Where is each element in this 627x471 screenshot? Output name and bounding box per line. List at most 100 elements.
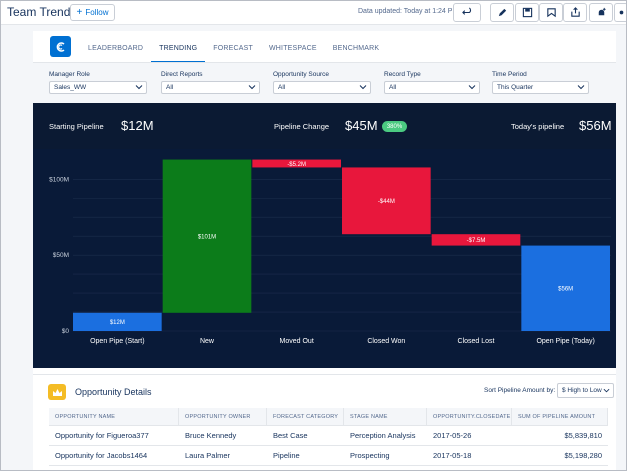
waterfall-bar[interactable]	[431, 234, 521, 246]
table-row[interactable]: Opportunity for Jacobs1464 Laura Palmer …	[49, 446, 608, 466]
waterfall-bar[interactable]	[73, 312, 162, 331]
waterfall-bar[interactable]	[252, 159, 341, 168]
sort-select[interactable]: $ High to Low	[557, 383, 614, 398]
todays-pipeline-value: $56M	[579, 118, 612, 133]
undo-button[interactable]	[453, 3, 481, 22]
follow-button[interactable]: + Follow	[70, 4, 115, 21]
direct-reports-select[interactable]: All	[161, 81, 260, 94]
waterfall-bar[interactable]	[162, 159, 252, 313]
opportunity-name-cell: Opportunity for Jacobs1464	[55, 451, 148, 460]
stage-name-cell: Prospecting	[350, 451, 390, 460]
bar-data-label: $12M	[110, 320, 125, 326]
record-type-select[interactable]: All	[384, 81, 480, 94]
filter-record-type: Record Type All	[384, 71, 480, 94]
todays-pipeline-label: Today's pipeline	[511, 122, 565, 131]
tab-leaderboard[interactable]: LEADERBOARD	[88, 45, 144, 52]
filter-value: Sales_WW	[54, 84, 87, 91]
follow-label: Follow	[85, 8, 109, 17]
y-tick-label: $50M	[53, 252, 69, 259]
save-button[interactable]	[515, 3, 539, 22]
close-date-cell: 2017-05-26	[433, 431, 472, 440]
category-label: Open Pipe (Start)	[90, 338, 144, 345]
opportunity-name-cell: Opportunity for Figueroa377	[55, 431, 149, 440]
filter-label: Record Type	[384, 71, 421, 78]
dashboard-card: LEADERBOARD TRENDING FORECAST WHITESPACE…	[33, 31, 616, 470]
bar-data-label: $101M	[198, 234, 216, 240]
column-header[interactable]: OPPORTUNITY.CLOSEDATE	[427, 407, 512, 426]
owner-cell: Laura Palmer	[185, 451, 231, 460]
table-row[interactable]: Opportunity for Figueroa377 Bruce Kenned…	[49, 426, 608, 446]
forecast-category-cell: Best Case	[273, 431, 308, 440]
bar-data-label: -$5.2M	[287, 162, 306, 168]
share-button[interactable]	[563, 3, 587, 22]
starting-pipeline-label: Starting Pipeline	[49, 122, 104, 131]
filter-bar: Manager Role Sales_WW Direct Reports All…	[33, 63, 616, 103]
filter-opportunity-source: Opportunity Source All	[273, 71, 371, 94]
share-icon	[570, 7, 580, 17]
category-label: Open Pipe (Today)	[536, 338, 594, 345]
data-updated-text: Data updated: Today at 1:24 PM	[358, 8, 459, 15]
pipeline-change-label: Pipeline Change	[274, 122, 330, 131]
waterfall-chart-svg: $0 $50M $100M $12M Open Pipe (Start) $101M New…	[49, 159, 611, 345]
opportunity-source-select[interactable]: All	[273, 81, 371, 94]
y-tick-label: $100M	[49, 176, 69, 183]
sort-value: $ High to Low	[562, 387, 602, 394]
more-button[interactable]	[614, 3, 626, 22]
page-title: Team Trending	[7, 5, 87, 19]
tab-trending[interactable]: TRENDING	[151, 39, 206, 63]
save-icon	[522, 7, 532, 18]
crown-icon	[48, 384, 66, 400]
waterfall-bar[interactable]	[521, 245, 610, 331]
chevron-down-icon	[359, 85, 367, 90]
close-date-cell: 2017-05-18	[433, 451, 472, 460]
stage-name-cell: Perception Analysis	[350, 431, 416, 440]
filter-label: Direct Reports	[161, 71, 203, 78]
waterfall-bar[interactable]	[342, 167, 431, 235]
column-header[interactable]: OPPORTUNITY OWNER	[179, 407, 267, 426]
opportunity-details-header: Opportunity Details Sort Pipeline Amount…	[33, 374, 616, 407]
chevron-down-icon	[603, 388, 610, 393]
filter-label: Manager Role	[49, 71, 90, 78]
kpi-strip: Starting Pipeline $12M Pipeline Change $…	[33, 103, 616, 149]
filter-value: All	[278, 84, 286, 91]
manager-role-select[interactable]: Sales_WW	[49, 81, 147, 94]
column-header[interactable]: SUM OF PIPELINE AMOUNT	[512, 407, 608, 426]
tab-divider	[33, 62, 616, 63]
category-label: Closed Lost	[458, 338, 495, 345]
edit-button[interactable]	[490, 3, 514, 22]
filter-direct-reports: Direct Reports All	[161, 71, 260, 94]
bookmark-icon	[546, 8, 556, 18]
starting-pipeline-value: $12M	[121, 118, 154, 133]
tab-forecast[interactable]: FORECAST	[213, 45, 253, 52]
column-header[interactable]: STAGE NAME	[344, 407, 427, 426]
filter-value: All	[166, 84, 174, 91]
bookmark-button[interactable]	[539, 3, 563, 22]
plus-icon: +	[76, 7, 83, 18]
opportunity-details-title: Opportunity Details	[75, 387, 152, 397]
top-bar: Team Trending + Follow Data updated: Tod…	[1, 1, 626, 25]
waterfall-chart: $0 $50M $100M $12M Open Pipe (Start) $101M New…	[33, 149, 616, 368]
column-header[interactable]: OPPORTUNITY NAME	[49, 407, 179, 426]
category-label: Moved Out	[280, 338, 314, 345]
column-header[interactable]: FORECAST CATEGORY	[267, 407, 344, 426]
bar-data-label: -$44M	[378, 199, 395, 205]
time-period-select[interactable]: This Quarter	[492, 81, 589, 94]
category-label: New	[200, 338, 215, 345]
tab-bar: LEADERBOARD TRENDING FORECAST WHITESPACE…	[80, 39, 387, 63]
pencil-icon	[498, 8, 506, 17]
bar-data-label: -$7.5M	[467, 238, 486, 244]
filter-manager-role: Manager Role Sales_WW	[49, 71, 147, 94]
tab-benchmark[interactable]: BENCHMARK	[332, 45, 380, 52]
owner-cell: Bruce Kennedy	[185, 431, 237, 440]
table-header-row: OPPORTUNITY NAME OPPORTUNITY OWNER FOREC…	[49, 407, 608, 426]
category-label: Closed Won	[367, 338, 405, 345]
bar-data-label: $56M	[558, 287, 573, 293]
chevron-down-icon	[468, 85, 476, 90]
change-percent-badge: 380%	[382, 121, 407, 132]
notify-button[interactable]	[589, 3, 613, 22]
pipeline-amount-cell: $5,839,810	[564, 431, 602, 440]
page-scrollbar[interactable]	[618, 25, 626, 470]
tab-whitespace[interactable]: WHITESPACE	[268, 45, 317, 52]
opportunity-table: OPPORTUNITY NAME OPPORTUNITY OWNER FOREC…	[49, 407, 608, 466]
